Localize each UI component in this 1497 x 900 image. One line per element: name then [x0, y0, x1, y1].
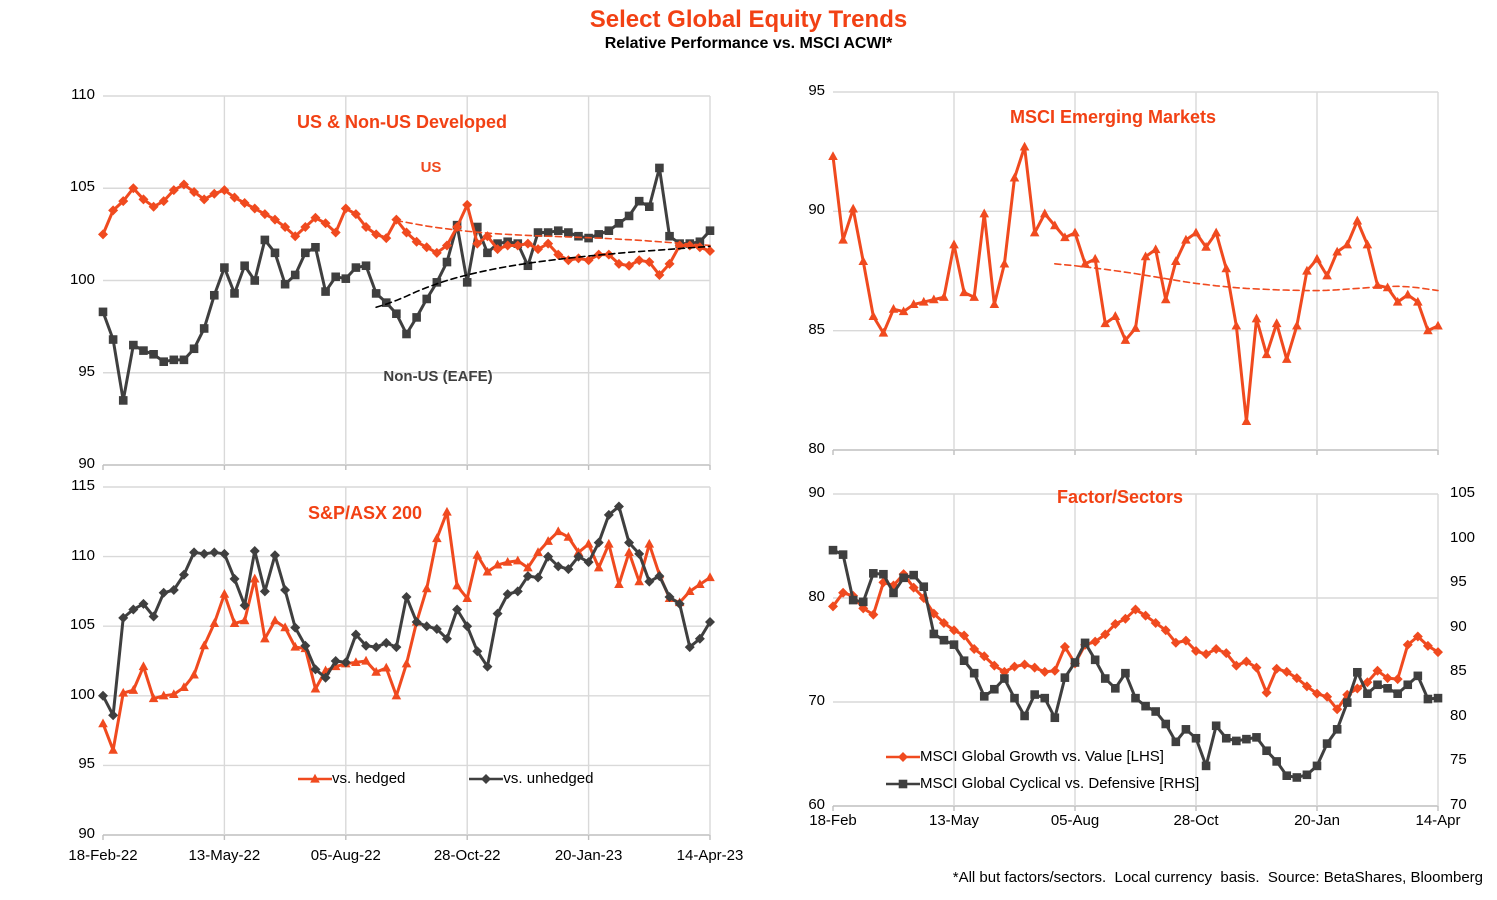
chart-title-asx200: S&P/ASX 200	[307, 503, 423, 523]
annotation-eafe-series-label: Non-US (EAFE)	[383, 368, 493, 385]
growth-vs-value-label: MSCI Global Growth vs. Value [LHS]	[920, 748, 1164, 765]
x-axis-tick-label: 18-Feb-22	[68, 847, 138, 864]
y-axis-tick-label: 80	[808, 588, 825, 605]
y-axis-tick-label: 95	[808, 82, 825, 99]
y-axis-tick-label: 110	[71, 86, 95, 103]
vs-unhedged-swatch-icon	[469, 773, 504, 785]
vs-hedged-label: vs. hedged	[332, 770, 406, 787]
vs-unhedged-label: vs. unhedged	[503, 770, 594, 787]
y-axis-tick-label: 95	[1450, 573, 1467, 591]
y-axis-tick-label: 70	[808, 692, 825, 709]
y-axis-tick-label: 80	[808, 440, 825, 457]
y-axis-tick-label: 95	[78, 362, 95, 380]
y-axis-tick-label: 90	[78, 825, 95, 842]
page-subtitle: Relative Performance vs. MSCI ACWI*	[604, 35, 893, 52]
page-title: Select Global Equity Trends	[589, 6, 908, 33]
y-axis-tick-label: 100	[1450, 528, 1476, 546]
annotation-us-series-label: US	[420, 159, 442, 176]
x-axis-tick-label: 20-Jan	[1294, 812, 1340, 829]
x-axis-tick-label: 05-Aug-22	[310, 847, 381, 864]
source-footnote: *All but factors/sectors. Local currency…	[952, 869, 1483, 886]
y-axis-tick-label: 80	[1450, 706, 1467, 724]
y-axis-tick-label: 90	[808, 484, 825, 501]
growth-vs-value-swatch-icon	[886, 751, 920, 763]
chart-title-developed: US & Non-US Developed	[296, 112, 508, 132]
factor-legend: MSCI Global Growth vs. Value [LHS] MSCI …	[886, 748, 1199, 792]
y-axis-tick-label: 85	[808, 320, 825, 338]
y-axis-tick-label: 100	[69, 685, 95, 703]
x-axis-tick-label: 13-May	[928, 812, 980, 829]
cyclical-vs-defensive-swatch-icon	[886, 778, 920, 790]
x-axis-tick-label: 14-Apr	[1415, 812, 1461, 829]
y-axis-tick-label: 85	[1450, 662, 1467, 680]
x-axis-tick-label: 28-Oct	[1173, 812, 1219, 829]
x-axis-tick-label: 18-Feb	[809, 812, 857, 829]
chart-title-emerging-markets: MSCI Emerging Markets	[1009, 107, 1217, 127]
legend-item-growth-vs-value: MSCI Global Growth vs. Value [LHS]	[886, 748, 1164, 765]
y-axis-tick-label: 105	[69, 178, 95, 196]
x-axis-tick-label: 05-Aug	[1050, 812, 1100, 829]
y-axis-tick-label: 75	[1450, 751, 1467, 769]
y-axis-tick-label: 105	[69, 616, 95, 634]
x-axis-tick-label: 13-May-22	[188, 847, 261, 864]
y-axis-tick-label: 60	[808, 796, 825, 813]
legend-item-vs-hedged: vs. hedged	[298, 770, 405, 787]
x-axis-tick-label: 28-Oct-22	[433, 847, 501, 864]
asx-legend: vs. hedged vs. unhedged	[298, 770, 593, 787]
x-axis-tick-label: 14-Apr-23	[676, 847, 744, 864]
legend-item-cyclical-vs-defensive: MSCI Global Cyclical vs. Defensive [RHS]	[886, 775, 1199, 792]
x-axis-tick-label: 20-Jan-23	[554, 847, 623, 864]
y-axis-tick-label: 110	[71, 546, 95, 564]
y-axis-tick-label: 70	[1450, 796, 1467, 813]
y-axis-tick-label: 95	[78, 755, 95, 773]
y-axis-tick-label: 90	[1450, 617, 1467, 635]
cyclical-vs-defensive-label: MSCI Global Cyclical vs. Defensive [RHS]	[920, 775, 1200, 792]
vs-hedged-swatch-icon	[298, 773, 332, 785]
y-axis-tick-label: 115	[71, 477, 95, 494]
y-axis-tick-label: 100	[69, 270, 95, 288]
y-axis-tick-label: 90	[78, 455, 95, 472]
y-axis-tick-label: 105	[1450, 484, 1476, 501]
chart-title-factor-sectors: Factor/Sectors	[1056, 487, 1184, 507]
legend-item-vs-unhedged: vs. unhedged	[469, 770, 593, 787]
y-axis-tick-label: 90	[808, 201, 825, 219]
